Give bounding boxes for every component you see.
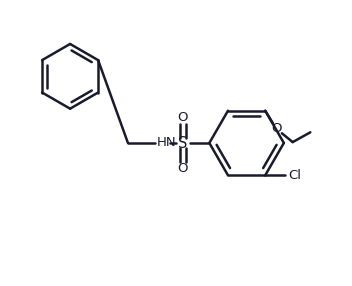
Text: O: O	[178, 162, 188, 175]
Text: S: S	[178, 136, 188, 150]
Text: O: O	[272, 122, 282, 135]
Text: HN: HN	[156, 136, 176, 150]
Text: Cl: Cl	[288, 169, 301, 182]
Text: O: O	[178, 111, 188, 124]
